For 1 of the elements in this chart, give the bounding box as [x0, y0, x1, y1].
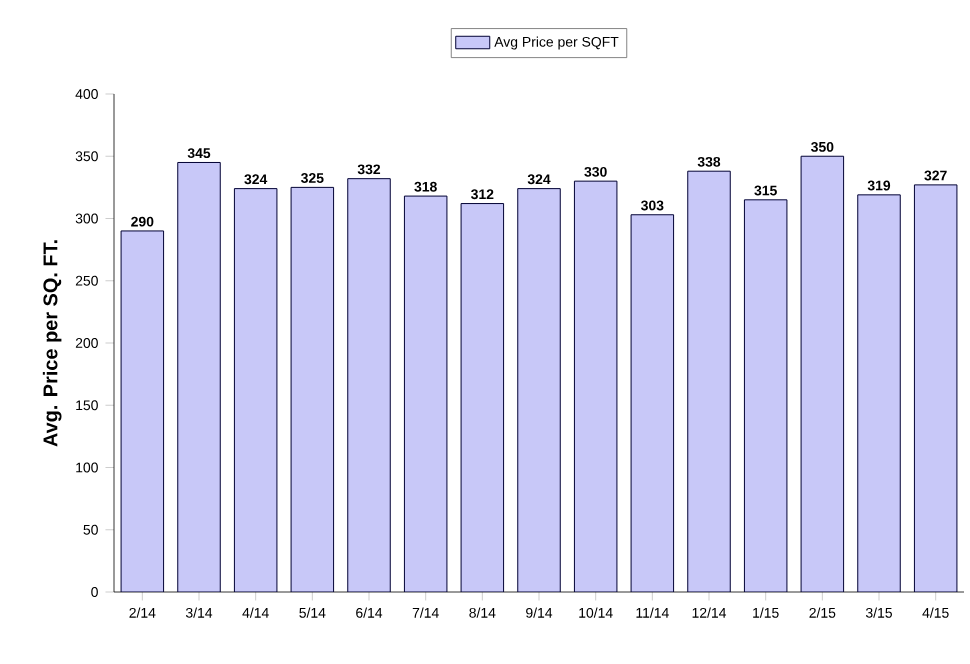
- y-axis-title: Avg. Price per SQ. FT.: [42, 240, 62, 447]
